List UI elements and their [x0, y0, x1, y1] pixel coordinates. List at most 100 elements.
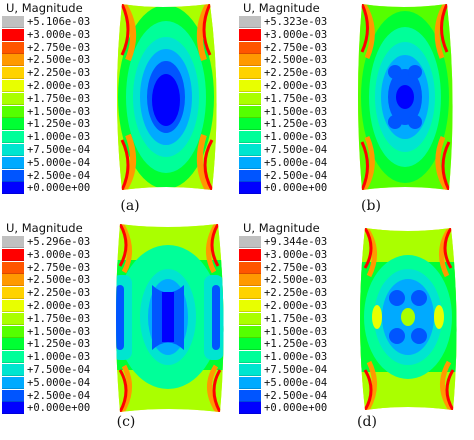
legend-row: +2.750e-03: [2, 41, 90, 54]
legend-swatch: [239, 169, 261, 182]
legend-value: +1.500e-03: [264, 105, 328, 118]
legend-value: +2.000e-03: [27, 300, 91, 312]
legend-swatch: [2, 67, 24, 80]
legend-row: +3.000e-03: [239, 28, 327, 41]
legend-row: +7.500e-04: [239, 144, 327, 156]
legend-value: +2.250e-03: [264, 287, 328, 300]
legend-row: +5.323e-03: [239, 16, 327, 28]
legend-value: +2.750e-03: [264, 41, 328, 54]
legend-row: +2.000e-03: [239, 300, 327, 312]
legend-swatch: [239, 28, 261, 41]
legend-row: +1.500e-03: [2, 105, 91, 118]
legend-value: +1.000e-03: [27, 351, 91, 364]
legend-row: +2.250e-03: [239, 287, 328, 300]
panel-a: U, Magnitude +5.106e-03 +3.000e-03 +2.750e…: [0, 0, 237, 220]
legend-title: U, Magnitude: [243, 1, 320, 15]
legend-row: +2.500e-04: [2, 169, 90, 182]
legend-swatch: [2, 312, 24, 325]
legend-title: U, Magnitude: [243, 221, 320, 235]
legend-value: +0.000e+00: [27, 182, 91, 195]
legend-row: +1.500e-03: [2, 325, 90, 338]
legend-row: +7.500e-04: [239, 364, 327, 376]
legend-row: +7.500e-04: [2, 144, 90, 156]
legend-value: +1.500e-03: [27, 105, 91, 118]
legend-value: +2.250e-03: [264, 67, 328, 80]
legend-value: +2.250e-03: [27, 67, 91, 80]
legend-value: +1.750e-03: [264, 92, 328, 105]
legend-swatch: [239, 41, 261, 54]
contour-plot-c: [116, 224, 224, 412]
legend-row: +2.750e-03: [239, 41, 328, 54]
legend-value: +2.750e-03: [264, 261, 328, 274]
legend-value: +7.500e-04: [27, 364, 91, 376]
legend-value: +0.000e+00: [27, 402, 91, 415]
legend-swatch: [2, 144, 24, 156]
legend-row: +3.000e-03: [2, 28, 90, 41]
legend-row: +5.296e-03: [2, 236, 90, 248]
legend-row: +1.000e-03: [2, 351, 91, 364]
legend-row: +0.000e+00: [239, 402, 328, 415]
legend-value: +1.250e-03: [27, 338, 91, 351]
legend-value: +1.000e-03: [264, 351, 328, 364]
legend-swatch: [239, 182, 261, 195]
legend-row: +5.000e-04: [239, 156, 328, 169]
legend-swatch: [2, 16, 24, 28]
legend-row: +2.250e-03: [2, 67, 91, 80]
legend-value: +7.500e-04: [264, 144, 328, 156]
panel-b: U, Magnitude +5.323e-03 +3.000e-03 +2.750e…: [237, 0, 474, 220]
legend-swatch: [239, 376, 261, 389]
legend-swatch: [2, 118, 24, 131]
legend-swatch: [2, 364, 24, 376]
contour-plot-a: [117, 4, 217, 190]
legend-swatch: [2, 54, 24, 67]
legend-title: U, Magnitude: [6, 221, 83, 235]
legend-swatch: [239, 236, 261, 248]
legend-swatch: [239, 364, 261, 376]
legend-swatch: [2, 287, 24, 300]
legend-row: +2.750e-03: [239, 261, 328, 274]
legend-swatch: [239, 325, 261, 338]
legend-swatch: [2, 338, 24, 351]
legend-value: +2.500e-03: [264, 274, 328, 287]
legend-value: +2.500e-04: [27, 389, 91, 402]
legend-swatch: [2, 261, 24, 274]
legend-row: +2.750e-03: [2, 261, 90, 274]
legend-row: +2.500e-04: [239, 389, 327, 402]
legend-row: +1.250e-03: [239, 338, 327, 351]
legend-value: +7.500e-04: [264, 364, 328, 376]
legend-swatch: [239, 67, 261, 80]
legend-swatch: [239, 287, 261, 300]
legend-swatch: [2, 376, 24, 389]
legend-swatch: [239, 338, 261, 351]
legend-row: +1.250e-03: [2, 118, 91, 131]
legend-swatch: [239, 92, 261, 105]
legend-swatch: [2, 274, 24, 287]
legend-value: +0.000e+00: [264, 402, 328, 415]
legend-row: +2.500e-04: [239, 169, 327, 182]
legend-value: +2.250e-03: [27, 287, 91, 300]
legend-swatch: [2, 325, 24, 338]
legend-value: +1.000e-03: [27, 131, 91, 144]
legend-value: +2.000e-03: [27, 80, 91, 92]
caption-c: (c): [116, 414, 136, 430]
legend-row: +7.500e-04: [2, 364, 90, 376]
legend-value: +1.250e-03: [27, 118, 91, 131]
legend-swatch: [239, 351, 261, 364]
legend-row: +2.000e-03: [239, 80, 327, 92]
legend-swatch: [239, 248, 261, 261]
legend-swatch: [2, 300, 24, 312]
legend-row: +0.000e+00: [2, 182, 91, 195]
legend-value: +2.500e-03: [27, 274, 91, 287]
legend-row: +1.500e-03: [239, 325, 327, 338]
legend-row: +2.500e-04: [2, 389, 91, 402]
legend-swatch: [2, 182, 24, 195]
legend-value: +5.000e-04: [264, 156, 328, 169]
legend-swatch: [239, 54, 261, 67]
legend-row: +1.250e-03: [239, 118, 327, 131]
legend-value: +2.000e-03: [264, 300, 328, 312]
legend-row: +1.750e-03: [2, 312, 90, 325]
caption-b: (b): [361, 198, 381, 214]
legend-swatch: [239, 144, 261, 156]
legend-swatch: [239, 80, 261, 92]
legend-value: +5.000e-04: [27, 376, 91, 389]
